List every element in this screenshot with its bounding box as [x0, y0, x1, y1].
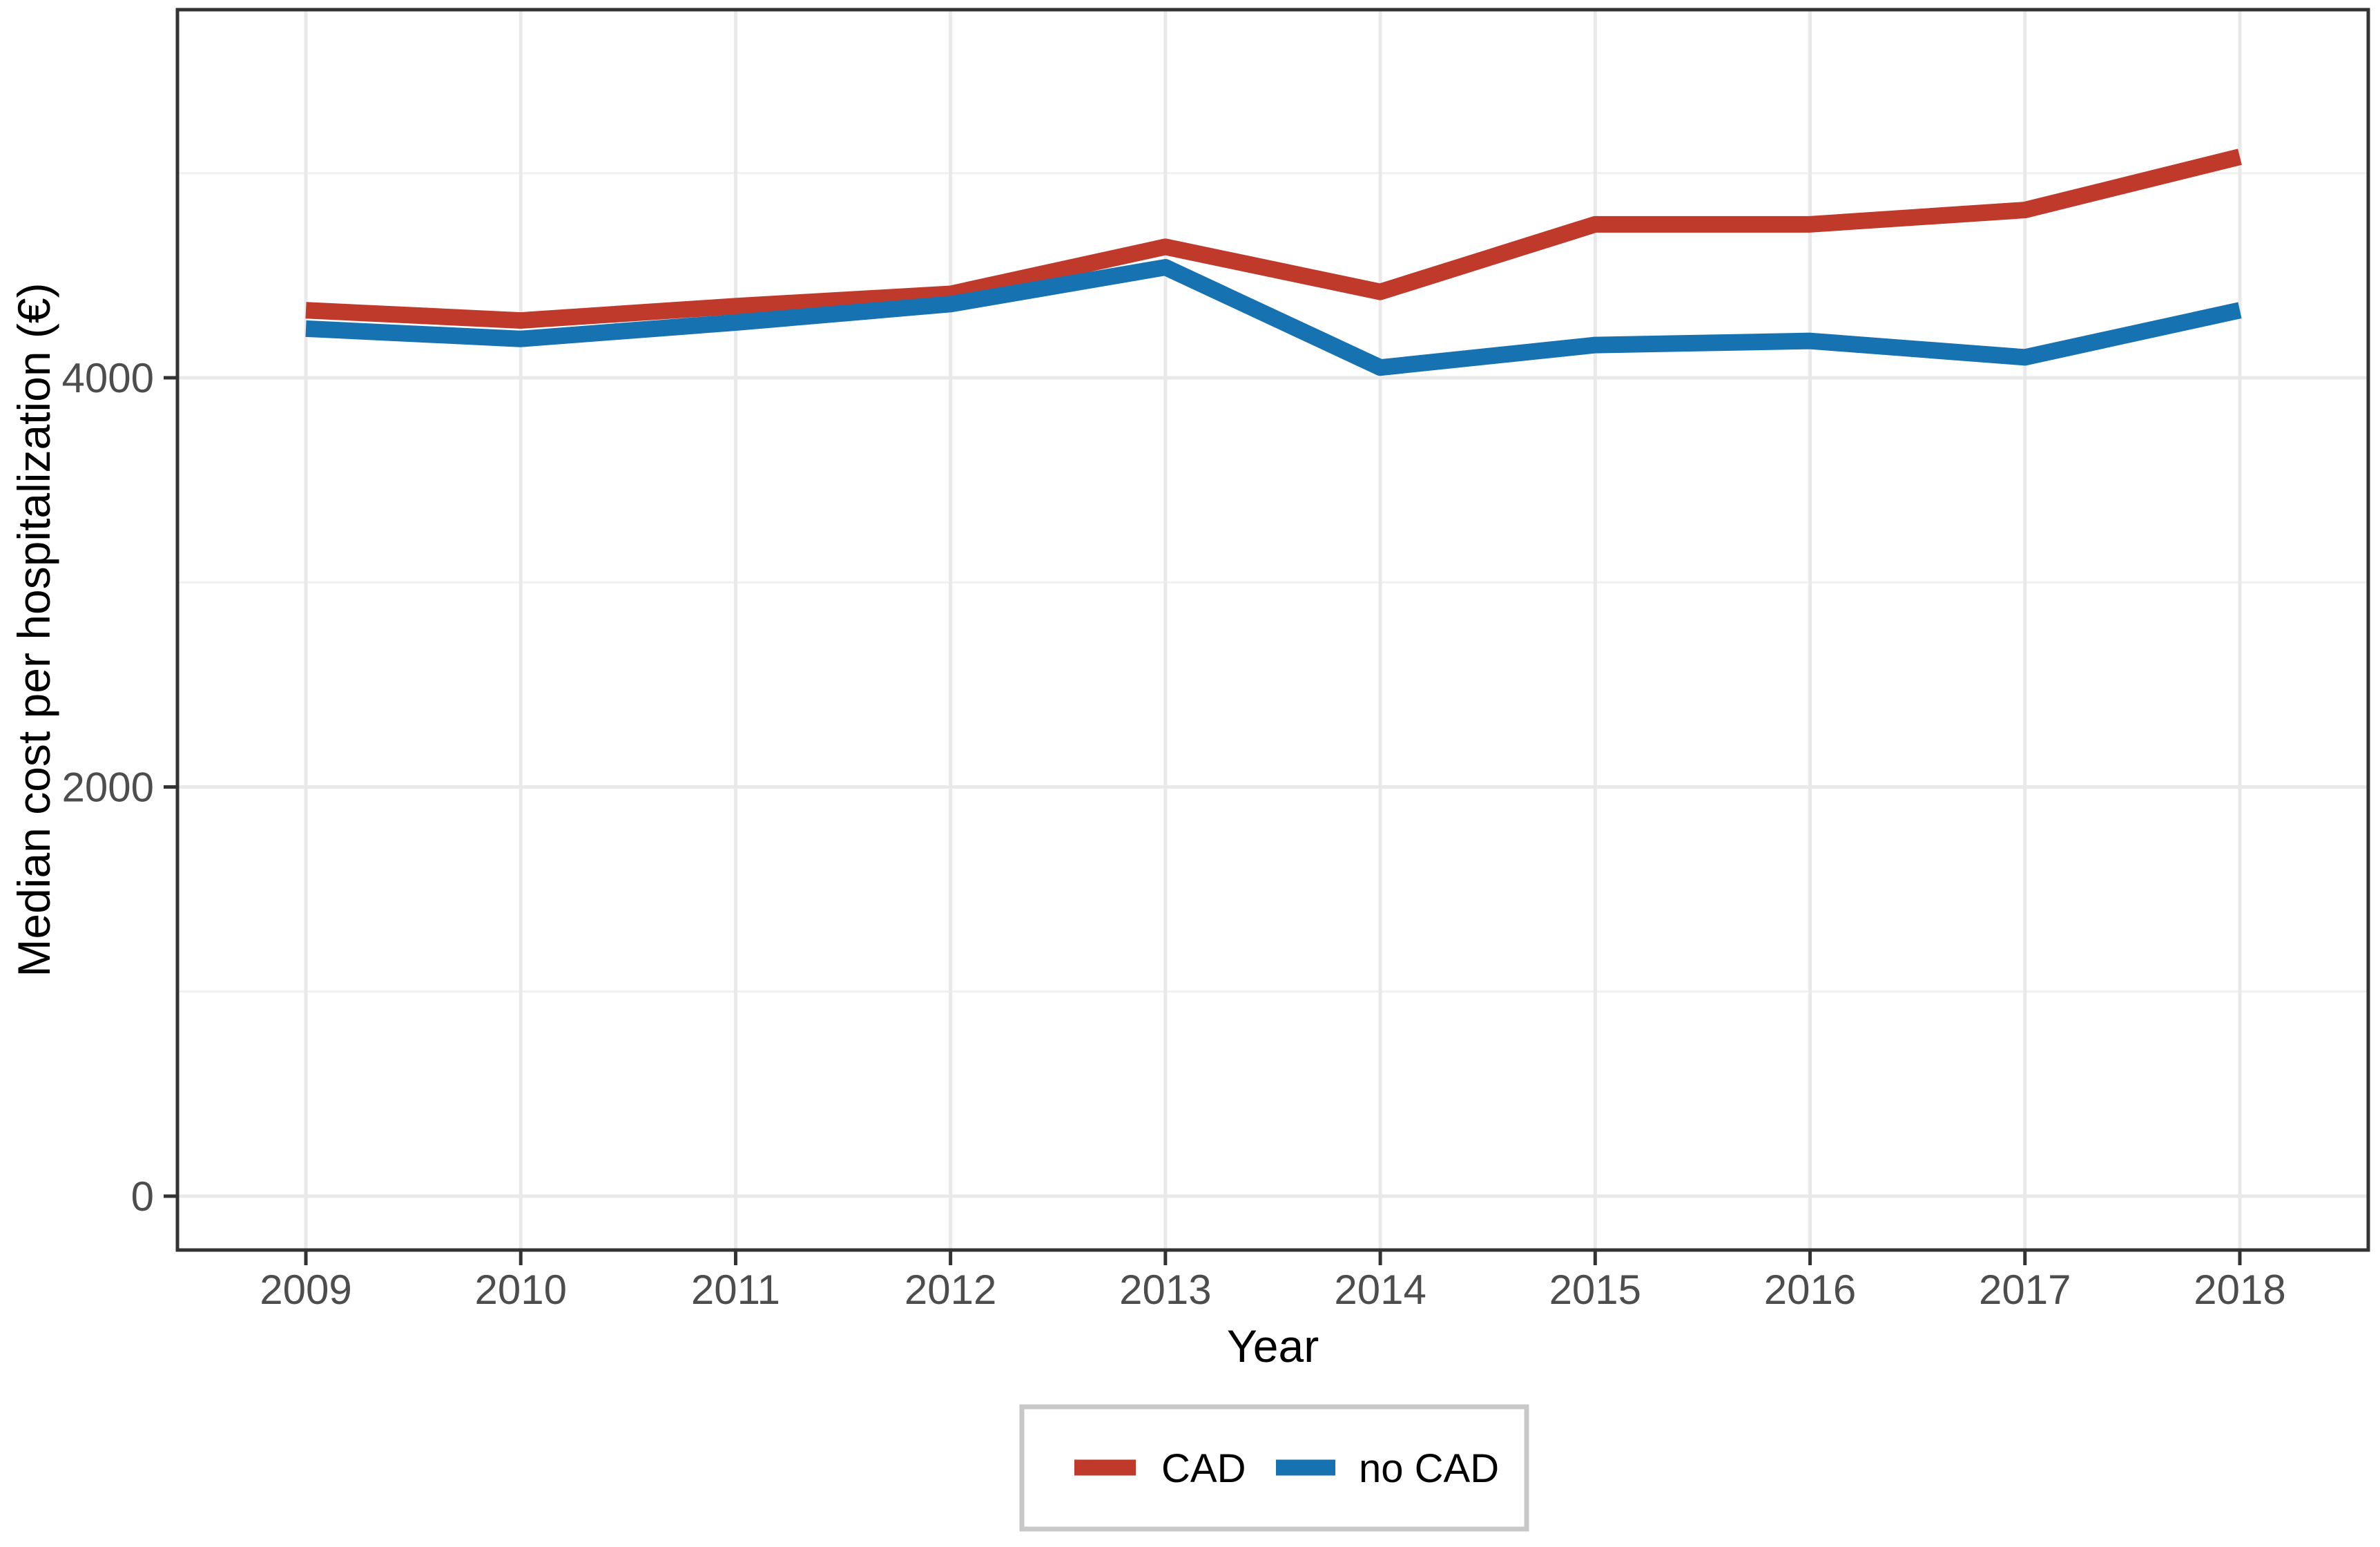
- x-axis-title: Year: [1227, 1320, 1319, 1372]
- x-tick-label: 2014: [1334, 1267, 1426, 1313]
- x-tick-label: 2017: [1979, 1267, 2071, 1313]
- x-tick-label: 2018: [2194, 1267, 2285, 1313]
- legend-label: no CAD: [1359, 1446, 1499, 1491]
- y-tick-label: 0: [131, 1173, 154, 1220]
- x-tick-label: 2012: [904, 1267, 996, 1313]
- plot-panel-border: [175, 8, 2370, 1252]
- legend-label: CAD: [1161, 1446, 1246, 1491]
- plot-panel-background: [177, 10, 2368, 1250]
- x-tick-label: 2010: [474, 1267, 566, 1313]
- y-tick-label: 4000: [62, 355, 154, 401]
- series-line-no-cad: [305, 259, 2242, 376]
- x-tick-label: 2016: [1764, 1267, 1856, 1313]
- x-tick-label: 2013: [1119, 1267, 1211, 1313]
- x-tick-label: 2011: [691, 1267, 780, 1313]
- y-tick-label: 2000: [62, 765, 154, 811]
- x-tick-label: 2015: [1549, 1267, 1641, 1313]
- y-axis-title: Median cost per hospitalization (€): [8, 282, 59, 977]
- x-tick-label: 2009: [260, 1267, 351, 1313]
- series-line-cad: [305, 148, 2242, 329]
